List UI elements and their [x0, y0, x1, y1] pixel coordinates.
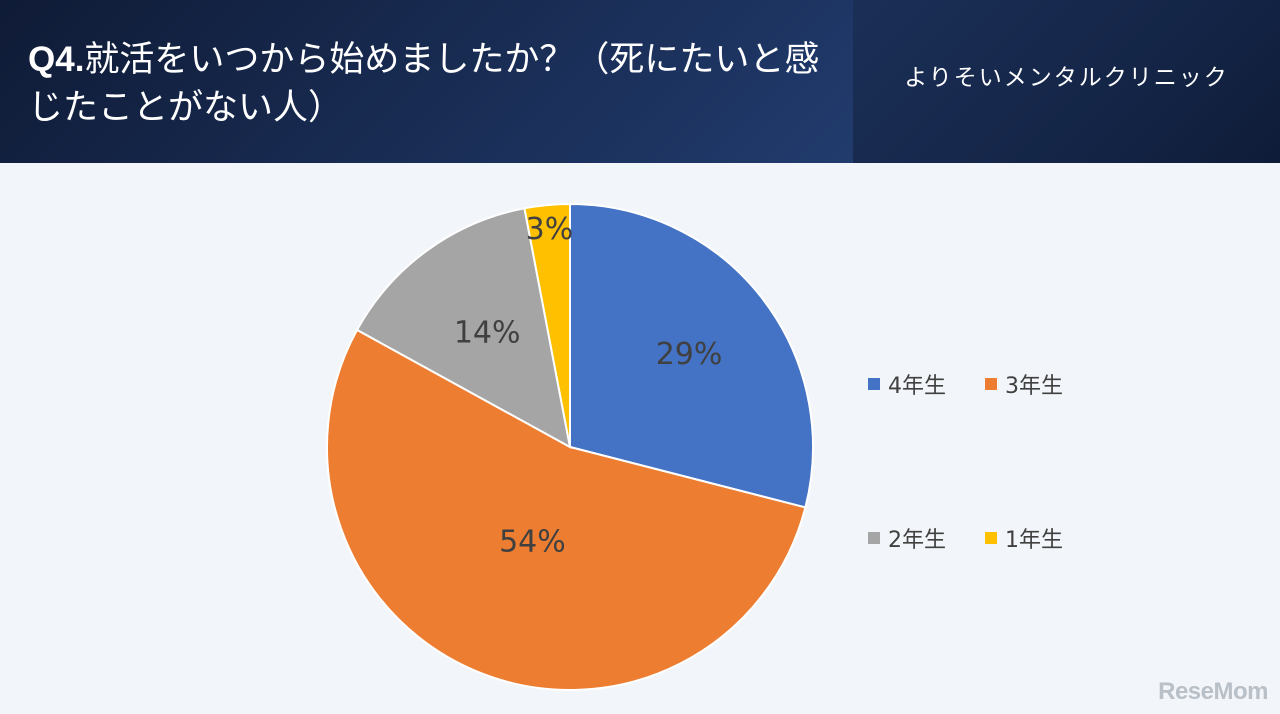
- pie-slice: [355, 207, 572, 449]
- pie-slice: [569, 202, 814, 509]
- clinic-name: よりそいメンタルクリニック: [904, 65, 1229, 91]
- slice-data-label: 3%: [526, 212, 574, 247]
- pie-slice: [326, 328, 807, 691]
- legend-swatch: [868, 378, 880, 390]
- header-right-panel: [853, 0, 1280, 163]
- legend-label: 4年生: [888, 374, 946, 399]
- slice-data-label: 54%: [499, 524, 566, 559]
- pie-slice: [523, 202, 571, 448]
- slice-data-label: 14%: [454, 315, 521, 350]
- legend-item: 1年生: [985, 522, 1063, 554]
- legend-item: 2年生: [868, 522, 946, 554]
- question-text: 就活をいつから始めましたか？（死にたいと感じたことがない人）: [28, 40, 820, 128]
- page-title: Q4.就活をいつから始めましたか？（死にたいと感じたことがない人）: [28, 36, 828, 132]
- question-number: Q4.: [28, 40, 85, 79]
- resemom-logo: ReseMom: [1158, 678, 1268, 705]
- legend-label: 3年生: [1005, 374, 1063, 399]
- legend-swatch: [985, 532, 997, 544]
- legend-item: 3年生: [985, 368, 1063, 400]
- pie-chart: 29% 54% 14% 3%: [326, 202, 814, 691]
- slice-data-label: 29%: [656, 337, 723, 372]
- legend-label: 1年生: [1005, 528, 1063, 553]
- legend-item: 4年生: [868, 368, 946, 400]
- legend-swatch: [868, 532, 880, 544]
- legend-label: 2年生: [888, 528, 946, 553]
- legend-swatch: [985, 378, 997, 390]
